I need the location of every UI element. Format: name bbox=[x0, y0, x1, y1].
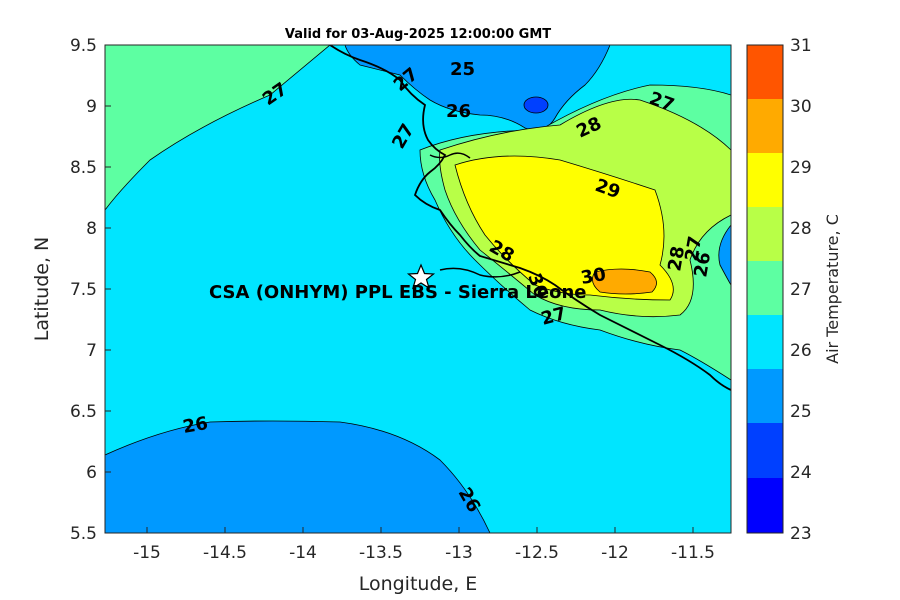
site-marker-star-icon bbox=[406, 263, 436, 290]
colorbar-frame bbox=[746, 44, 784, 534]
y-tick-label: 8.5 bbox=[70, 158, 97, 178]
x-tick-label: -12 bbox=[601, 543, 629, 563]
colorbar-swatch bbox=[747, 207, 783, 261]
estuary-north bbox=[429, 152, 471, 159]
x-axis: -15 -14.5 -14 -13.5 -13 -12.5 -12 -11.5 … bbox=[133, 527, 715, 595]
band-27-28-northwest bbox=[105, 45, 331, 211]
colorbar-swatch bbox=[747, 369, 783, 423]
y-tick-label: 7.5 bbox=[70, 280, 97, 300]
colorbar-tick: 23 bbox=[790, 524, 812, 544]
y-tick-label: 9 bbox=[86, 97, 97, 117]
contour-label: 26 bbox=[690, 251, 715, 279]
colorbar-tick: 24 bbox=[790, 463, 812, 483]
band-30-31 bbox=[592, 268, 657, 295]
y-axis-label: Latitude, N bbox=[31, 237, 53, 342]
colorbar-swatch bbox=[747, 315, 783, 369]
temperature-map: 27 27 25 26 27 28 27 29 28 28 27 26 30 2… bbox=[105, 45, 731, 533]
y-axis: 5.5 6 6.5 7 7.5 8 8.5 9 9.5 Latitude, N bbox=[31, 36, 111, 544]
y-tick-label: 6 bbox=[86, 463, 97, 483]
y-tick-label: 5.5 bbox=[70, 524, 97, 544]
colorbar-label: Air Temperature, C bbox=[823, 214, 842, 364]
contour-label: 26 bbox=[446, 101, 471, 122]
colorbar-tick: 31 bbox=[790, 36, 812, 56]
colorbar-tick: 28 bbox=[790, 219, 812, 239]
band-east-edge bbox=[718, 224, 731, 286]
contour-label: 27 bbox=[681, 235, 706, 263]
colorbar-swatch bbox=[747, 99, 783, 153]
colorbar-tick: 30 bbox=[790, 97, 812, 117]
colorbar-swatch bbox=[747, 45, 783, 99]
band-29-30 bbox=[454, 155, 674, 301]
x-tick-label: -14 bbox=[289, 543, 317, 563]
colorbar-swatch bbox=[747, 153, 783, 207]
colorbar-tick: 26 bbox=[790, 341, 812, 361]
colorbar-swatch bbox=[747, 478, 783, 533]
x-tick-label: -13 bbox=[445, 543, 473, 563]
x-tick-label: -13.5 bbox=[359, 543, 403, 563]
contour-label: 30 bbox=[579, 264, 607, 289]
x-axis-label: Longitude, E bbox=[359, 573, 478, 595]
x-tick-label: -11.5 bbox=[671, 543, 715, 563]
contour-label: 26 bbox=[181, 413, 209, 438]
contour-label: 25 bbox=[450, 59, 475, 80]
colorbar-swatch bbox=[747, 423, 783, 478]
y-tick-label: 7 bbox=[86, 341, 97, 361]
colorbar: 23 24 25 26 27 28 29 30 31 Air Temperatu… bbox=[746, 36, 842, 544]
colorbar-tick: 25 bbox=[790, 402, 812, 422]
site-label: CSA (ONHYM) PPL EBS - Sierra Leone bbox=[209, 282, 586, 303]
colorbar-tick: 29 bbox=[790, 158, 812, 178]
colorbar-swatch bbox=[747, 261, 783, 315]
band-25-26-southwest bbox=[105, 420, 491, 533]
band-24-25-spot bbox=[523, 96, 549, 114]
x-tick-label: -12.5 bbox=[515, 543, 559, 563]
river-estuary bbox=[439, 267, 521, 278]
y-tick-label: 8 bbox=[86, 219, 97, 239]
x-tick-label: -15 bbox=[133, 543, 161, 563]
y-tick-label: 9.5 bbox=[70, 36, 97, 56]
coastline bbox=[329, 45, 731, 391]
figure-title: Valid for 03-Aug-2025 12:00:00 GMT bbox=[285, 27, 551, 42]
y-tick-label: 6.5 bbox=[70, 402, 97, 422]
x-tick-label: -14.5 bbox=[203, 543, 247, 563]
contour-label: 28 bbox=[664, 245, 689, 273]
colorbar-tick: 27 bbox=[790, 280, 812, 300]
